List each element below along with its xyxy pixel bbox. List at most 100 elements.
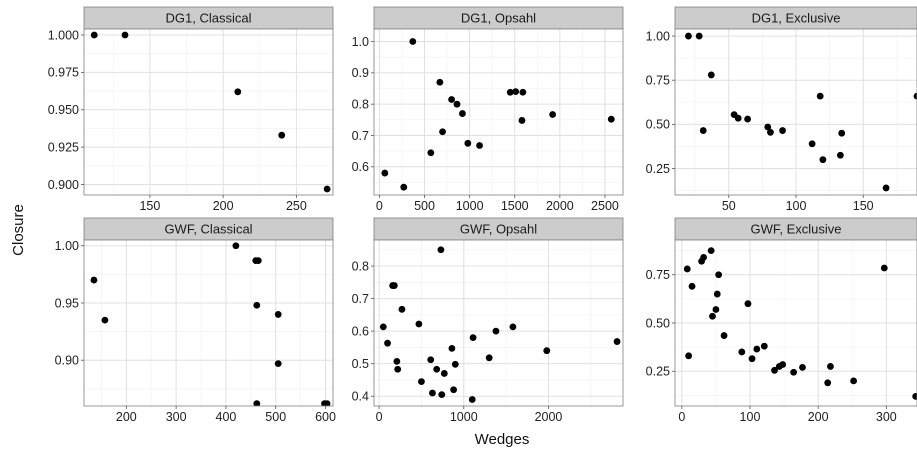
data-point xyxy=(278,131,286,139)
y-tick-label: 1.00 xyxy=(55,239,79,253)
y-tick-label: 0.50 xyxy=(646,316,670,330)
data-points xyxy=(683,247,917,400)
y-tick-label: 0.75 xyxy=(646,74,670,88)
facet-strip-label: GWF, Exclusive xyxy=(750,222,841,237)
data-point xyxy=(323,400,331,406)
data-point xyxy=(779,361,787,368)
data-point xyxy=(913,92,917,100)
data-point xyxy=(827,363,834,370)
data-point xyxy=(824,379,832,387)
x-tick-label: 150 xyxy=(853,199,874,213)
x-tick-label: 300 xyxy=(876,410,897,424)
y-tick-label: 1.0 xyxy=(352,35,369,49)
data-point xyxy=(418,378,425,385)
data-point xyxy=(469,334,477,342)
gridlines xyxy=(84,240,333,406)
data-point xyxy=(90,31,98,39)
x-tick-label: 300 xyxy=(166,410,187,424)
data-point xyxy=(453,100,461,108)
x-tick-label: 100 xyxy=(786,199,807,213)
facet-panel: GWF, Classical 200 300 400 500 600 0.90 0.95 1.0… xyxy=(55,217,336,424)
data-point xyxy=(695,32,703,40)
gridlines xyxy=(84,29,333,195)
x-tick-label: 200 xyxy=(116,410,137,424)
y-tick-label: 0.95 xyxy=(55,296,79,310)
data-point xyxy=(543,347,551,355)
data-point xyxy=(518,117,526,124)
y-tick-label: 1.00 xyxy=(646,29,670,43)
y-tick-label: 0.975 xyxy=(48,66,79,80)
data-point xyxy=(720,332,728,339)
data-point xyxy=(390,282,398,289)
data-point xyxy=(685,352,693,360)
data-point xyxy=(492,327,500,335)
facet-strip-label: DG1, Exclusive xyxy=(752,11,841,26)
panel-border xyxy=(83,239,334,407)
y-tick-label: 0.8 xyxy=(352,259,369,273)
y-tick-label: 0.900 xyxy=(48,178,79,192)
data-point xyxy=(713,290,721,298)
data-point xyxy=(400,183,408,191)
data-point xyxy=(101,316,109,324)
y-tick-label: 0.6 xyxy=(352,160,369,174)
data-point xyxy=(613,338,621,345)
data-point xyxy=(707,71,715,79)
data-point xyxy=(437,246,445,254)
data-point xyxy=(427,356,435,364)
data-point xyxy=(394,365,402,373)
data-point xyxy=(448,344,456,352)
data-point xyxy=(509,323,517,331)
data-point xyxy=(607,115,615,123)
data-point xyxy=(381,169,389,177)
data-point xyxy=(709,312,716,320)
x-tick-label: 200 xyxy=(808,410,829,424)
data-point xyxy=(912,392,917,400)
data-point xyxy=(459,110,466,117)
x-tick-label: 2500 xyxy=(591,199,619,213)
data-point xyxy=(816,92,824,100)
facet-strip-label: GWF, Opsahl xyxy=(460,222,537,237)
data-point xyxy=(819,156,827,164)
data-point xyxy=(429,389,436,397)
data-point xyxy=(712,306,720,313)
y-tick-label: 0.25 xyxy=(646,365,670,379)
x-tick-label: 1500 xyxy=(501,199,529,213)
gridlines xyxy=(675,240,917,406)
data-point xyxy=(427,149,435,157)
data-point xyxy=(748,355,756,363)
x-tick-label: 0 xyxy=(678,410,685,424)
data-point xyxy=(274,311,282,318)
facet-panel: GWF, Exclusive 0 100 200 300 0.25 0.50 0.75 xyxy=(646,217,917,424)
data-point xyxy=(121,31,129,39)
data-point xyxy=(476,142,483,149)
data-point xyxy=(438,391,446,399)
data-point xyxy=(485,354,493,362)
y-tick-label: 1.000 xyxy=(48,28,79,42)
panel-border xyxy=(83,28,334,196)
data-point xyxy=(450,386,458,394)
y-tick-label: 0.7 xyxy=(352,129,369,143)
data-point xyxy=(398,305,406,313)
facet-strip-label: GWF, Classical xyxy=(164,222,252,237)
plot-background xyxy=(374,240,623,406)
data-point xyxy=(880,264,888,272)
facet-panel: DG1, Opsahl 0 500 1000 1500 2000 2500 0.6 0.7 0.8… xyxy=(352,6,624,213)
plot-background xyxy=(84,29,333,195)
panel-border xyxy=(373,239,624,407)
data-point xyxy=(384,339,391,347)
y-axis-title: Closure xyxy=(10,204,27,256)
data-point xyxy=(760,342,768,350)
x-tick-label: 500 xyxy=(414,199,435,213)
y-tick-label: 0.8 xyxy=(352,97,369,111)
x-tick-label: 0 xyxy=(376,199,383,213)
data-point xyxy=(715,271,723,279)
facet-panel: DG1, Exclusive 50 100 150 0.25 0.50 0.75 1.00 xyxy=(646,6,917,213)
data-point xyxy=(232,242,240,250)
data-point xyxy=(253,301,261,309)
data-point xyxy=(451,360,459,368)
data-point xyxy=(753,345,761,353)
y-tick-label: 0.50 xyxy=(646,118,670,132)
x-tick-label: 50 xyxy=(722,199,736,213)
data-point xyxy=(433,365,441,373)
